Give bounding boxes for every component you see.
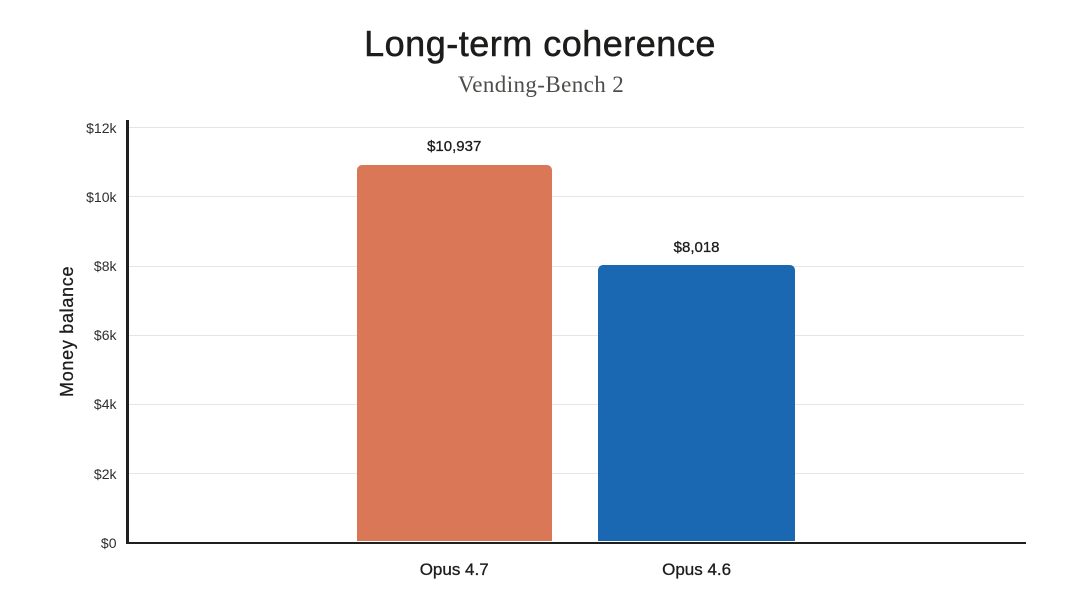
gridline-$8k: [128, 265, 1024, 267]
bar-opus-4-7: [356, 164, 552, 542]
y-tick-label-$10k: $10k: [86, 188, 117, 205]
value-label-opus-4-7: $10,937: [427, 138, 482, 156]
gridline-$10k: [128, 196, 1024, 198]
value-label-opus-4-6: $8,018: [673, 238, 720, 256]
gridline-$12k: [128, 127, 1024, 129]
y-axis-title: Money balance: [56, 265, 77, 397]
y-tick-label-$4k: $4k: [93, 396, 117, 413]
y-tick-label-$2k: $2k: [93, 465, 117, 482]
y-tick-label-$12k: $12k: [86, 119, 117, 136]
gridline-$4k: [128, 403, 1024, 405]
y-tick-label-$6k: $6k: [93, 327, 117, 344]
chart-title: Long-term coherence: [364, 23, 716, 64]
gridline-$2k: [128, 473, 1024, 475]
gridline-$6k: [128, 334, 1024, 336]
y-tick-label-$8k: $8k: [93, 258, 117, 275]
y-axis-line: [126, 120, 129, 544]
bar-opus-4-6: [598, 265, 795, 542]
y-tick-label-$0: $0: [100, 534, 117, 551]
category-label-opus-4-6: Opus 4.6: [662, 560, 732, 580]
x-axis-line: [126, 541, 1027, 544]
chart-subtitle: Vending-Bench 2: [457, 72, 625, 97]
category-label-opus-4-7: Opus 4.7: [419, 560, 489, 580]
